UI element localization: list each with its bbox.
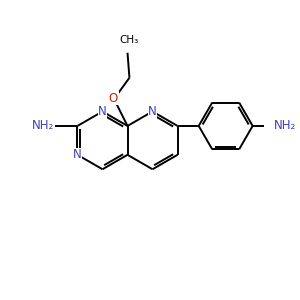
Text: N: N [73,148,82,161]
Text: O: O [108,92,118,104]
Text: N: N [98,105,107,118]
Text: NH₂: NH₂ [274,119,296,132]
Text: NH₂: NH₂ [32,119,54,132]
Text: N: N [148,105,157,118]
Text: CH₃: CH₃ [120,35,139,45]
